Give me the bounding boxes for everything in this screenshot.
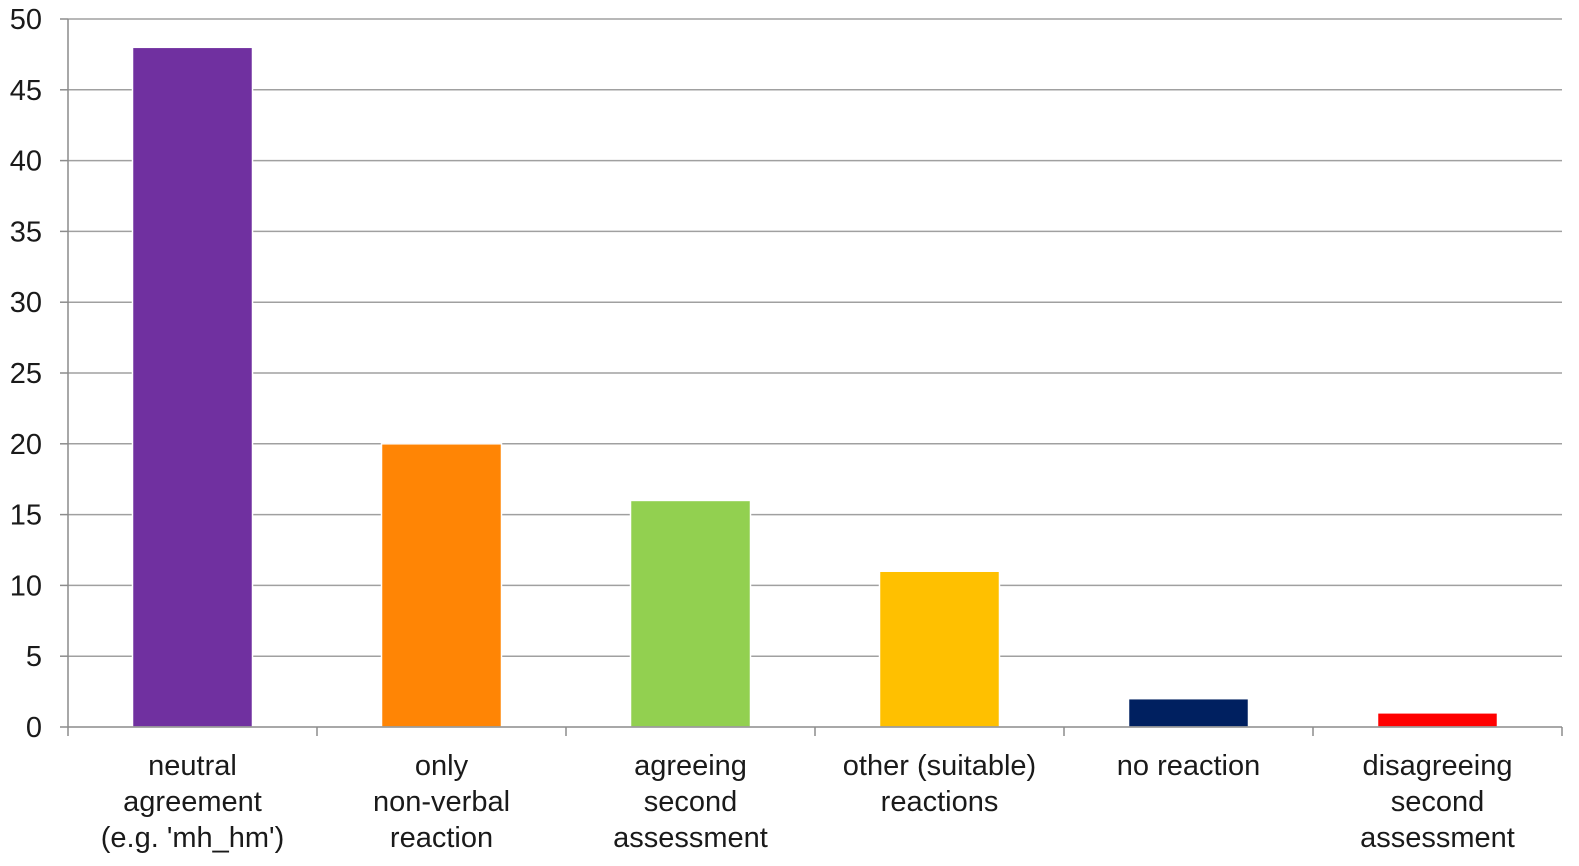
bar-5	[1376, 712, 1499, 728]
y-tick-label: 20	[10, 429, 42, 461]
y-tick-label: 25	[10, 358, 42, 390]
y-tick-label: 50	[10, 4, 42, 36]
x-category-label: agreeing second assessment	[613, 750, 768, 854]
y-tick-label: 10	[10, 570, 42, 602]
bar-0	[131, 46, 254, 728]
x-category-label: no reaction	[1117, 750, 1261, 782]
x-category-label: neutral agreement (e.g. 'mh_hm')	[101, 750, 285, 854]
y-tick-label: 30	[10, 287, 42, 319]
y-tick-label: 45	[10, 75, 42, 107]
x-axis-labels: neutral agreement (e.g. 'mh_hm') only non-ve…	[101, 750, 1515, 854]
x-category-label: other (suitable) reactions	[843, 750, 1036, 818]
y-tick-label: 0	[26, 712, 42, 744]
y-tick-label: 40	[10, 146, 42, 178]
x-category-label: only non-verbal reaction	[373, 750, 510, 854]
bar-2	[629, 499, 752, 728]
x-axis	[67, 19, 1563, 736]
bars	[131, 46, 1499, 728]
gridlines	[68, 18, 1562, 657]
x-category-label: disagreeing second assessment	[1360, 750, 1515, 854]
bar-3	[878, 570, 1001, 728]
y-tick-label: 15	[10, 500, 42, 532]
y-tick-label: 5	[26, 641, 42, 673]
bar-1	[380, 443, 503, 728]
bar-4	[1127, 697, 1250, 728]
y-tick-label: 35	[10, 216, 42, 248]
y-axis-ticks: 0 5 10 15 20 25 30 35 40 45 50	[10, 4, 68, 744]
